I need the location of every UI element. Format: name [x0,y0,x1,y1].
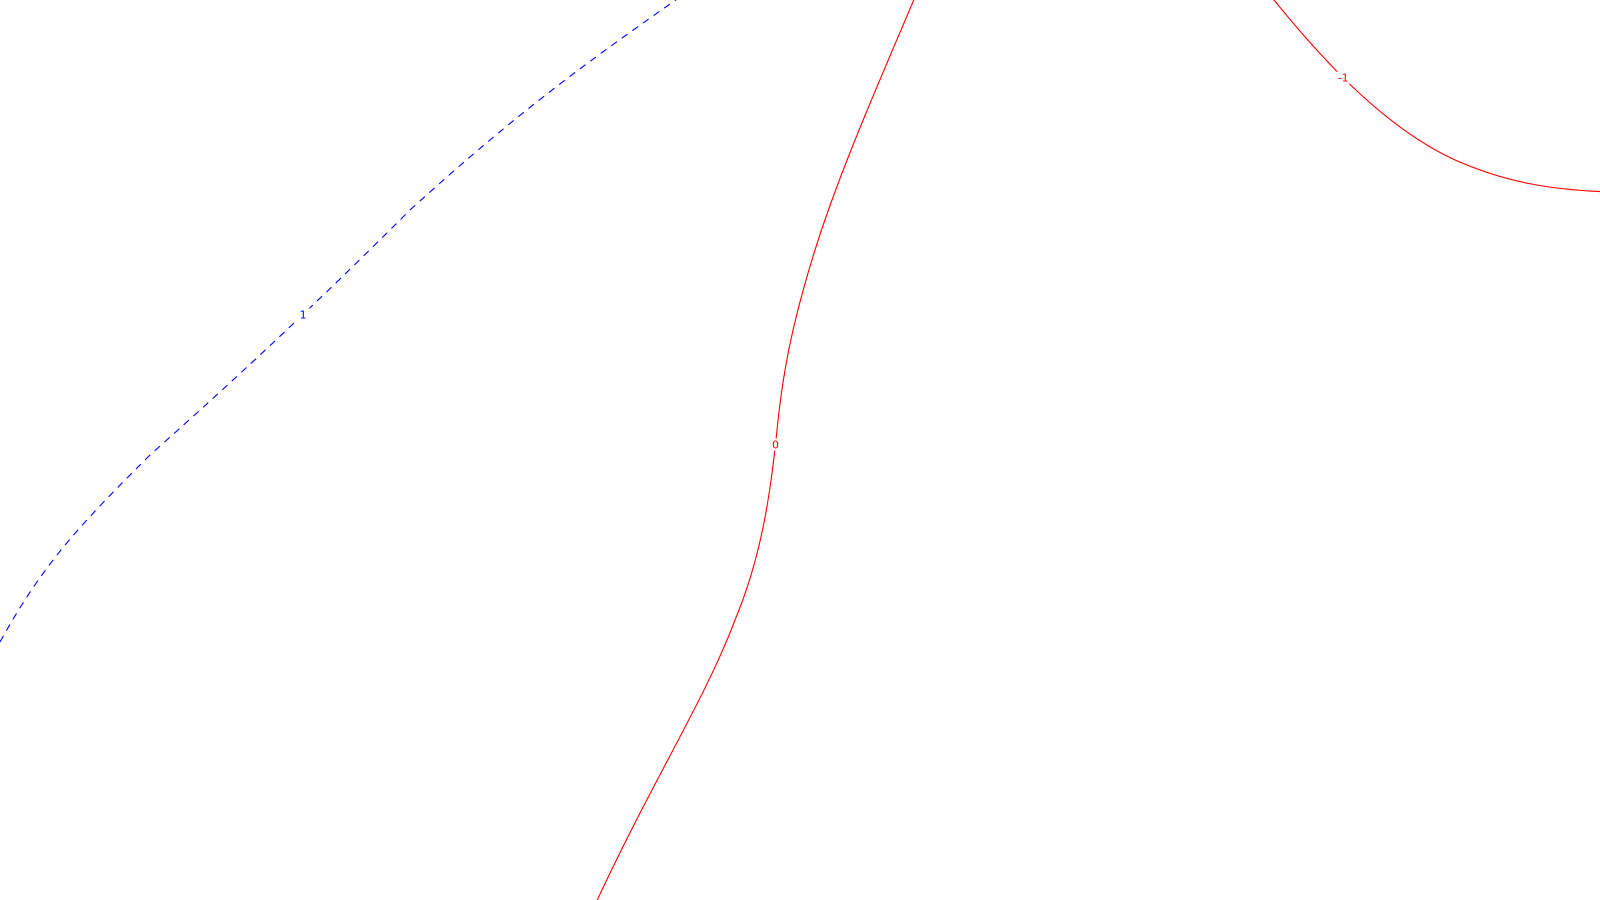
contour-level-1-label: 1 [300,308,307,321]
contour-level-neg1-line [1273,0,1600,193]
contour-level-neg1-label: -1 [1338,72,1349,85]
contour-level-1-label-background [296,308,311,321]
contour-level-0-label-background [768,438,783,451]
contour-level-0-label: 0 [772,439,779,452]
contour-level-neg1-label-background [1336,71,1351,84]
contour-level-0-line [596,0,915,900]
